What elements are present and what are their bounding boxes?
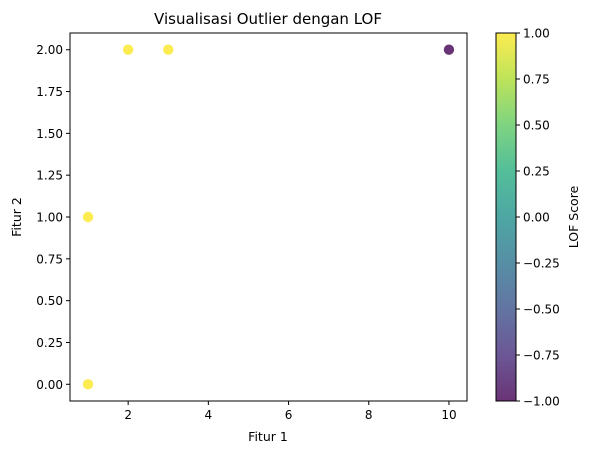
x-tick-label: 6 <box>285 408 293 422</box>
colorbar: −1.00 −0.75 −0.50 −0.25 0.00 0.25 0.50 0.75 1.00 <box>495 27 560 409</box>
chart-title: Visualisasi Outlier dengan LOF <box>154 10 382 28</box>
y-tick-label: 0.00 <box>36 378 63 392</box>
colorbar-tick-label: −0.75 <box>523 349 560 363</box>
x-axis-label: Fitur 1 <box>248 429 288 444</box>
y-tick-label: 0.75 <box>36 252 63 266</box>
colorbar-tick-label: −1.00 <box>523 395 560 409</box>
data-point-5 <box>443 44 455 55</box>
colorbar-tick-label: 0.25 <box>523 165 550 179</box>
x-axis-ticks: 2 4 6 8 10 <box>124 401 457 422</box>
colorbar-ticks: −1.00 −0.75 −0.50 −0.25 0.00 0.25 0.50 0.75 1.00 <box>516 27 560 409</box>
data-point-2 <box>82 211 94 223</box>
x-tick-label: 4 <box>205 408 213 422</box>
x-tick-label: 2 <box>124 408 132 422</box>
y-tick-label: 1.00 <box>36 211 63 225</box>
x-tick-label: 10 <box>441 408 456 422</box>
y-tick-label: 2.00 <box>36 43 63 57</box>
y-axis-ticks: 0.00 0.25 0.50 0.75 1.00 1.25 1.50 1.75 2.00 <box>36 43 70 392</box>
y-tick-label: 1.50 <box>36 127 63 141</box>
y-tick-label: 1.75 <box>36 85 63 99</box>
data-points <box>82 44 455 390</box>
data-point-1 <box>82 379 94 390</box>
data-point-4 <box>163 44 174 55</box>
colorbar-tick-label: 0.50 <box>523 119 550 133</box>
data-point-3 <box>122 44 134 55</box>
colorbar-tick-label: −0.25 <box>523 257 560 271</box>
colorbar-tick-label: 0.00 <box>523 211 550 225</box>
y-tick-label: 1.25 <box>36 169 63 183</box>
x-tick-label: 8 <box>365 408 373 422</box>
colorbar-label: LOF Score <box>566 185 581 248</box>
y-tick-label: 0.50 <box>36 294 63 308</box>
plot-area: 2 4 6 8 10 0.00 0.25 0.50 0.75 1.00 1.25 1.50 1.75 2… <box>36 32 468 422</box>
y-axis-label: Fitur 2 <box>9 197 24 237</box>
plot-frame <box>69 32 468 402</box>
colorbar-tick-label: 0.75 <box>523 73 550 87</box>
colorbar-tick-label: −0.50 <box>523 303 560 317</box>
y-tick-label: 0.25 <box>36 336 63 350</box>
colorbar-tick-label: 1.00 <box>523 27 550 41</box>
colorbar-gradient <box>496 33 516 401</box>
